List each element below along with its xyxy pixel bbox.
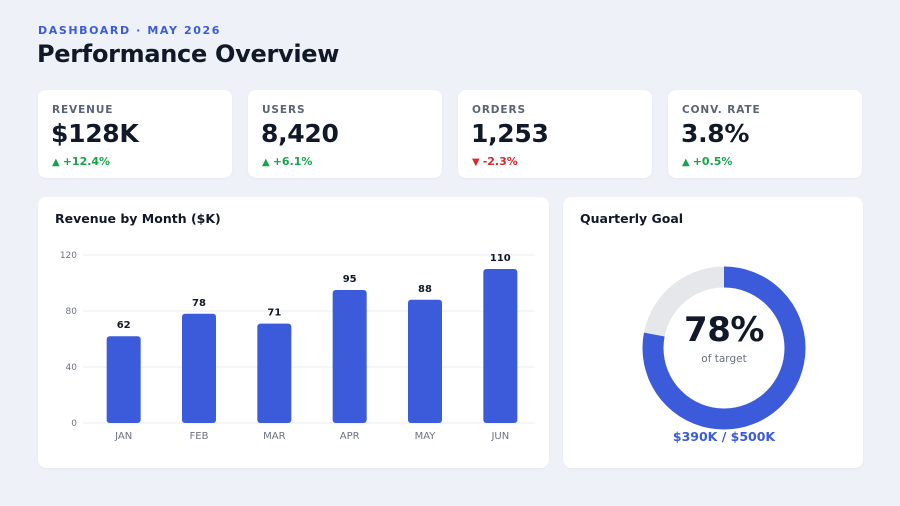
kpi-value: 1,253 xyxy=(471,119,549,148)
kpi-label: REVENUE xyxy=(52,104,114,116)
kpi-label: CONV. RATE xyxy=(682,104,761,116)
revenue-bar-chart: 0 40 80 120 62 JAN 78 FEB 71 MAR 95 APR 88 MAY 110 JUN xyxy=(60,251,535,442)
goal-donut-chart xyxy=(642,266,806,430)
y-tick-label: 80 xyxy=(66,307,78,317)
x-tick-label: FEB xyxy=(190,431,209,442)
kpi-delta-text: +0.5% xyxy=(692,155,733,168)
x-tick-label: JUN xyxy=(490,431,509,442)
kpi-label: ORDERS xyxy=(472,104,526,116)
kpi-delta: ▼ -2.3% xyxy=(472,155,518,168)
y-tick-label: 120 xyxy=(60,251,77,261)
dashboard-eyebrow: DASHBOARD · MAY 2026 xyxy=(38,24,221,37)
x-tick-label: JAN xyxy=(114,431,132,442)
bar xyxy=(408,299,442,423)
revenue-chart-panel: 0 40 80 120 62 JAN 78 FEB 71 MAR 95 APR 88 MAY 110 JUN … xyxy=(38,197,549,468)
quarterly-goal-panel: Quarterly Goal 78% of target $390K / $50… xyxy=(563,197,863,468)
kpi-delta: ▲ +12.4% xyxy=(52,155,110,168)
y-tick-label: 0 xyxy=(71,419,77,429)
trend-down-icon: ▼ xyxy=(472,157,480,168)
kpi-delta: ▲ +6.1% xyxy=(262,155,312,168)
bar-value-label: 71 xyxy=(267,308,281,319)
trend-up-icon: ▲ xyxy=(52,157,60,168)
x-tick-label: APR xyxy=(340,431,360,442)
chart-title: Revenue by Month ($K) xyxy=(55,211,221,226)
kpi-value: $128K xyxy=(51,119,139,148)
bar-value-label: 110 xyxy=(490,253,511,264)
bar xyxy=(106,336,141,423)
bar xyxy=(182,313,216,423)
bar-value-label: 95 xyxy=(343,274,357,285)
bar-value-label: 88 xyxy=(418,284,432,295)
kpi-card-revenue: REVENUE $128K ▲ +12.4% xyxy=(38,90,232,178)
goal-title: Quarterly Goal xyxy=(580,211,684,226)
goal-subtitle: of target xyxy=(701,353,747,365)
kpi-delta-text: -2.3% xyxy=(482,155,518,168)
kpi-value: 8,420 xyxy=(261,119,339,148)
bar-value-label: 78 xyxy=(192,298,206,309)
trend-up-icon: ▲ xyxy=(262,157,270,168)
kpi-delta-text: +6.1% xyxy=(272,155,313,168)
kpi-card-users: USERS 8,420 ▲ +6.1% xyxy=(248,90,442,178)
goal-amount: $390K / $500K xyxy=(672,429,776,444)
y-tick-label: 40 xyxy=(66,363,78,373)
goal-percent: 78% xyxy=(684,310,764,350)
kpi-value: 3.8% xyxy=(681,119,750,148)
kpi-card-conversion-rate: CONV. RATE 3.8% ▲ +0.5% xyxy=(668,90,862,178)
bar xyxy=(257,323,292,423)
kpi-card-orders: ORDERS 1,253 ▼ -2.3% xyxy=(458,90,652,178)
page-title: Performance Overview xyxy=(37,40,340,68)
x-tick-label: MAR xyxy=(263,431,285,442)
bar xyxy=(483,269,518,423)
bar-value-label: 62 xyxy=(117,320,131,331)
kpi-delta-text: +12.4% xyxy=(62,155,111,168)
bar xyxy=(332,290,367,423)
trend-up-icon: ▲ xyxy=(682,157,690,168)
kpi-label: USERS xyxy=(262,104,306,116)
kpi-delta: ▲ +0.5% xyxy=(682,155,732,168)
donut-progress-arc xyxy=(642,266,806,430)
x-tick-label: MAY xyxy=(415,431,437,442)
